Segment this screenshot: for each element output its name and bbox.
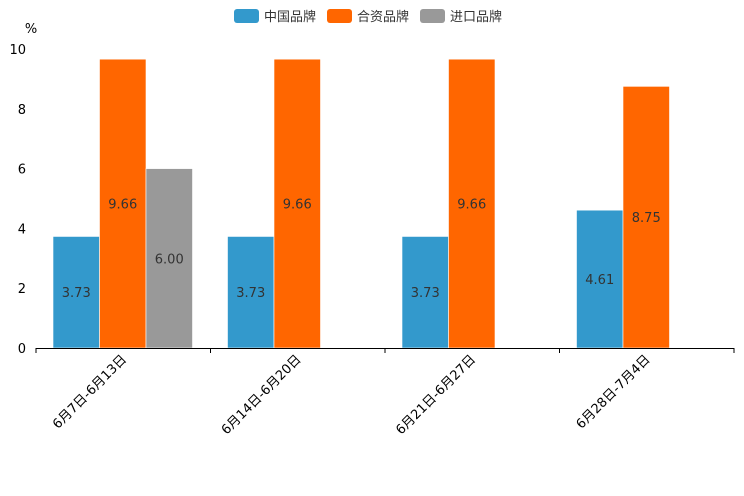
bar-2-0[interactable]	[401, 236, 449, 349]
y-tick-label-5: 10	[9, 43, 26, 58]
x-tick-label-2: 6月21日-6月27日	[393, 352, 479, 438]
legend-label-1[interactable]: 合资品牌	[357, 9, 409, 25]
y-axis: 0 2 4 6 8 10	[9, 43, 26, 357]
x-tick-label-3: 6月28日-7月4日	[574, 352, 654, 432]
bar-0-0[interactable]	[52, 236, 100, 349]
data-label-1-1: 9.66	[283, 198, 312, 213]
legend-label-2[interactable]: 进口品牌	[450, 9, 502, 25]
bar-1-0[interactable]	[227, 236, 275, 349]
bar-0-1[interactable]	[99, 58, 147, 349]
bar-0-2[interactable]	[145, 168, 193, 349]
legend-swatch-1[interactable]	[327, 9, 352, 23]
legend-swatch-0[interactable]	[234, 9, 259, 23]
data-label-3-1: 8.75	[632, 211, 661, 226]
legend: 中国品牌 合资品牌 进口品牌	[234, 9, 502, 25]
data-label-1-0: 3.73	[236, 286, 265, 301]
y-tick-label-4: 8	[18, 103, 26, 118]
y-tick-label-2: 4	[18, 222, 26, 237]
x-tick-label-0: 6月7日-6月13日	[50, 352, 130, 432]
data-label-2-0: 3.73	[411, 286, 440, 301]
x-axis: 6月7日-6月13日 6月14日-6月20日 6月21日-6月27日 6月28日-7月…	[35, 348, 735, 438]
data-label-0-0: 3.73	[62, 286, 91, 301]
bar-3-0[interactable]	[576, 209, 624, 349]
data-label-2-1: 9.66	[457, 198, 486, 213]
legend-swatch-2[interactable]	[420, 9, 445, 23]
bar-1-1[interactable]	[273, 58, 321, 349]
data-label-0-2: 6.00	[155, 252, 184, 267]
y-axis-label: %	[25, 22, 37, 37]
bars: 3.73 9.66 6.00 3.73 9.66 3.73 9.66 4.61 8.75	[52, 58, 670, 349]
data-label-0-1: 9.66	[108, 198, 137, 213]
y-tick-label-3: 6	[18, 163, 26, 178]
x-tick-label-1: 6月14日-6月20日	[219, 352, 305, 438]
data-label-3-0: 4.61	[585, 273, 614, 288]
legend-label-0[interactable]: 中国品牌	[264, 9, 316, 25]
y-tick-label-0: 0	[18, 342, 26, 357]
y-tick-label-1: 2	[18, 282, 26, 297]
